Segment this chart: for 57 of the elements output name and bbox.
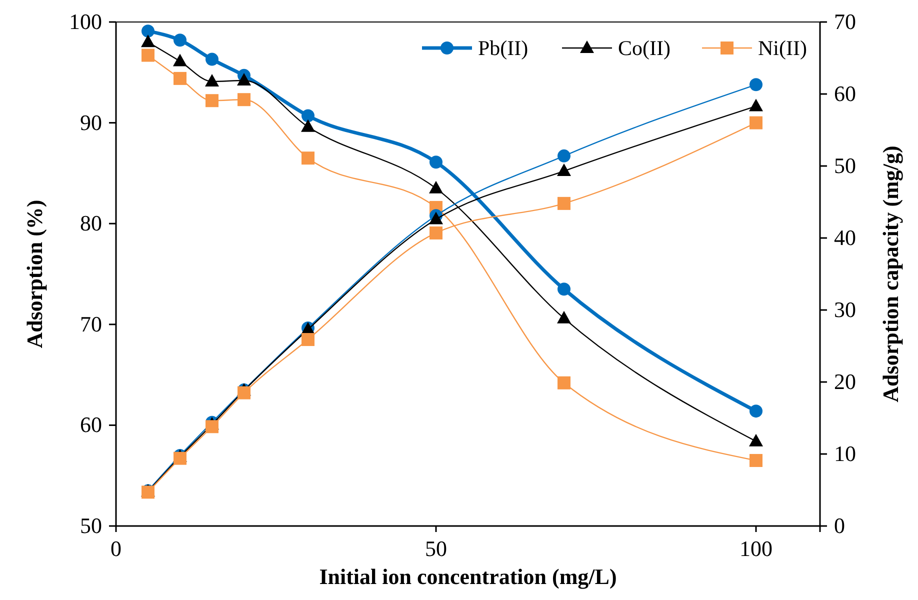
point [142,48,154,62]
point [750,404,762,418]
point [173,54,187,66]
point [205,74,219,86]
y-tick-label: 60 [80,412,102,438]
point [557,310,571,324]
point [429,212,443,224]
y2-tick-label: 0 [834,513,845,538]
point [430,226,442,240]
point [206,52,218,66]
y-axis-title: Adsorption (%) [22,200,47,348]
y2-tick-label: 70 [834,9,856,34]
point [557,164,571,176]
point [302,152,314,165]
x-tick-label: 0 [110,536,122,561]
point [206,94,218,108]
point [750,116,762,130]
x-axis-title: Initial ion concentration (mg/L) [319,564,617,589]
y2-tick-label: 30 [834,297,856,322]
point [174,452,186,465]
point [558,282,570,296]
point [206,420,218,434]
y2-tick-label: 40 [834,225,856,250]
point [558,376,570,390]
x-tick-label: 100 [740,536,772,561]
point [302,333,314,346]
point [750,454,762,467]
point [238,386,250,400]
point [749,434,763,446]
point [174,72,186,85]
legend-label: Co(II) [618,36,670,60]
point [558,196,570,210]
legend-label: Pb(II) [478,36,528,60]
point [429,180,443,194]
x-tick-label: 50 [425,536,447,561]
legend-label: Ni(II) [758,36,807,60]
point [142,24,154,38]
y-tick-label: 90 [80,110,102,135]
point [174,34,186,47]
point [558,149,570,162]
y2-tick-label: 10 [834,441,856,466]
point [750,78,762,92]
y2-tick-label: 50 [834,153,856,178]
point [301,119,315,132]
point [238,93,250,106]
y-tick-label: 80 [80,210,102,236]
point [749,98,763,112]
point [302,109,314,122]
y-tick-label: 50 [80,513,102,538]
point [141,34,155,48]
y2-tick-label: 60 [834,81,856,106]
y-tick-label: 70 [80,311,102,336]
point [237,72,251,86]
point [430,156,442,169]
y2-axis-title: Adsorption capacity (mg/g) [878,146,903,402]
y2-tick-label: 20 [834,369,856,394]
y-tick-label: 100 [69,9,102,34]
